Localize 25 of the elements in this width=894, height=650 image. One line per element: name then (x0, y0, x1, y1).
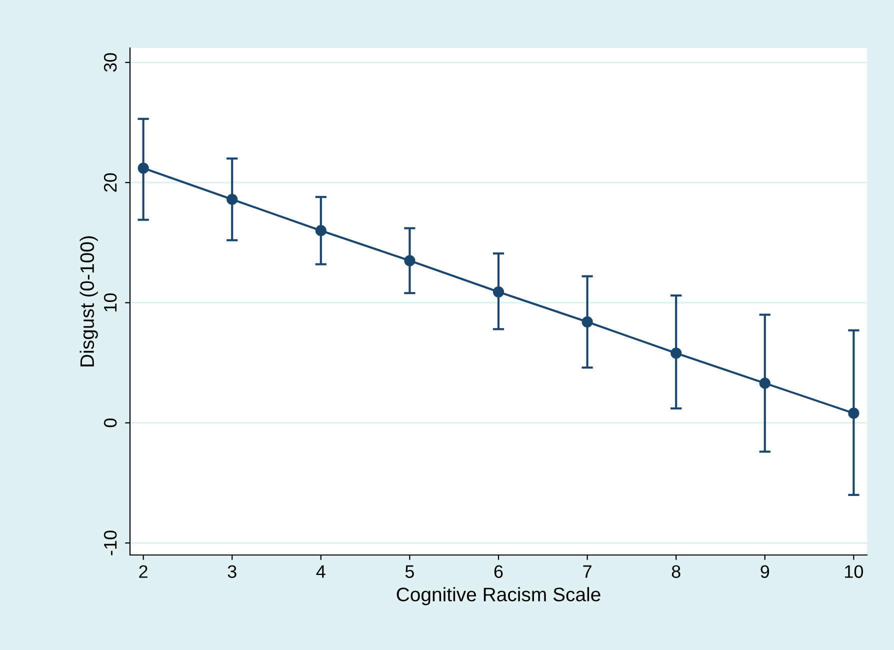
point (404, 255, 416, 266)
y-tick-label: 20 (104, 173, 117, 192)
point (759, 378, 770, 389)
x-tick-label: 9 (760, 565, 770, 578)
point (848, 408, 860, 419)
point (670, 348, 682, 359)
x-tick-label: 2 (139, 565, 148, 578)
x-axis-title: Cognitive Racism Scale (396, 587, 600, 606)
point (315, 225, 326, 236)
point (226, 194, 238, 205)
point (582, 316, 593, 328)
y-tick-label: 10 (104, 293, 117, 312)
y-tick-label: 0 (104, 418, 117, 428)
x-tick-label: 7 (583, 565, 592, 578)
x-tick-label: 10 (845, 565, 864, 578)
y-tick-label: -10 (104, 530, 117, 556)
y-tick-label: 30 (104, 53, 117, 72)
point (138, 162, 149, 174)
x-tick-label: 3 (228, 565, 236, 578)
x-tick-label: 5 (405, 565, 414, 578)
point (492, 286, 504, 298)
x-tick-label: 6 (494, 565, 503, 578)
x-tick-label: 8 (672, 565, 680, 578)
y-axis-title: Disgust (0-100) (80, 236, 98, 366)
x-tick-label: 4 (316, 565, 326, 578)
